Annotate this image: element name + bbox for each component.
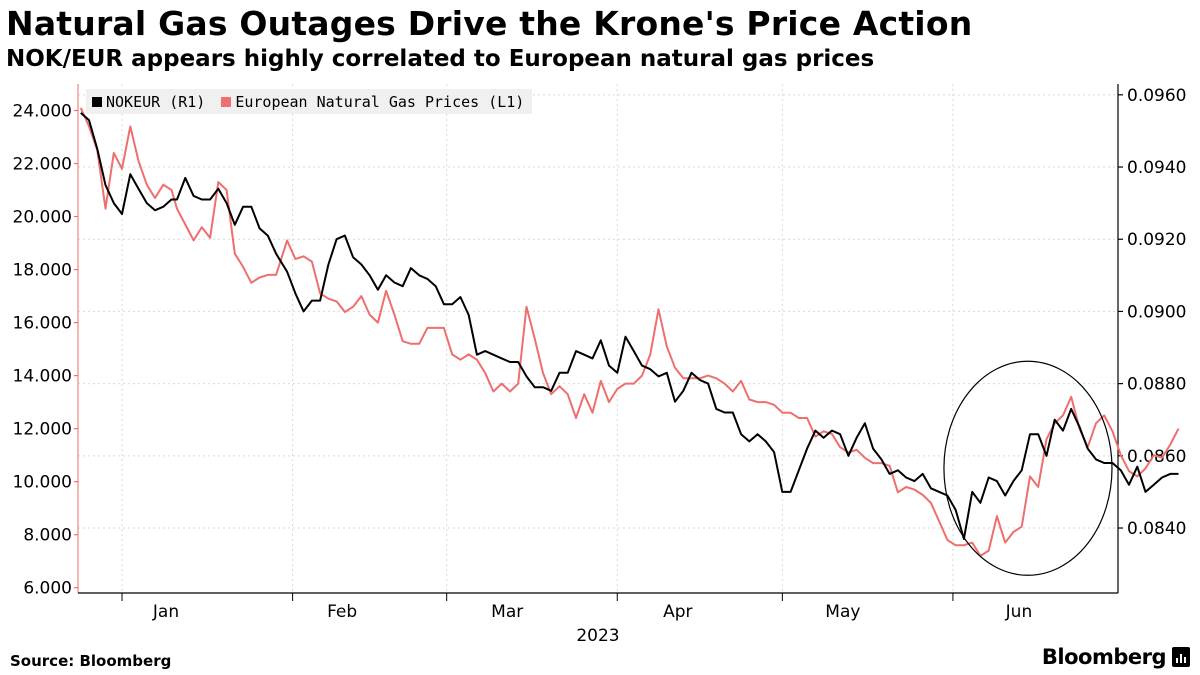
- left-tick-label: 14.000: [13, 367, 72, 387]
- x-tick-label: May: [825, 602, 860, 622]
- right-tick-label: 0.0900: [1127, 302, 1186, 322]
- series-line-nokeur: [80, 112, 1179, 540]
- chart-title: Natural Gas Outages Drive the Krone's Pr…: [6, 4, 973, 43]
- right-tick-label: 0.0880: [1127, 375, 1186, 395]
- left-tick-label: 18.000: [13, 261, 72, 281]
- legend-item-gas: European Natural Gas Prices (L1): [221, 93, 524, 111]
- left-tick-label: 24.000: [13, 102, 72, 122]
- grid: [78, 84, 1118, 593]
- terminal-icon: [1172, 647, 1190, 667]
- right-tick-label: 0.0940: [1127, 158, 1186, 178]
- legend: NOKEUR (R1) European Natural Gas Prices …: [86, 89, 533, 114]
- x-axis-label: 2023: [576, 626, 619, 646]
- x-tick-label: Jun: [1005, 602, 1033, 622]
- x-tick-label: Feb: [327, 602, 357, 622]
- left-tick-label: 22.000: [13, 155, 72, 175]
- source-note: Source: Bloomberg: [10, 652, 172, 670]
- legend-swatch-gas: [221, 96, 232, 107]
- brand-wordmark: Bloomberg: [1041, 645, 1167, 669]
- right-tick-label: 0.0840: [1127, 519, 1186, 539]
- annotation-ellipse: [943, 360, 1113, 576]
- annotations: [943, 360, 1113, 576]
- legend-label-nokeur: NOKEUR (R1): [106, 92, 206, 111]
- legend-item-nokeur: NOKEUR (R1): [92, 93, 205, 111]
- x-tick-label: Apr: [663, 602, 692, 622]
- x-tick-label: Jan: [152, 602, 179, 622]
- legend-swatch-nokeur: [92, 96, 102, 107]
- left-tick-label: 8.000: [23, 526, 72, 546]
- chart-subtitle: NOK/EUR appears highly correlated to Eur…: [6, 46, 875, 72]
- x-tick-label: Mar: [491, 602, 523, 622]
- left-tick-label: 10.000: [13, 473, 72, 493]
- legend-label-gas: European Natural Gas Prices (L1): [235, 92, 525, 111]
- series-line-gas: [79, 107, 1180, 557]
- right-tick-label: 0.0920: [1127, 230, 1186, 250]
- series: [79, 107, 1180, 557]
- left-tick-label: 12.000: [13, 420, 72, 440]
- left-tick-label: 6.000: [23, 579, 72, 599]
- left-tick-label: 20.000: [13, 208, 72, 228]
- left-tick-label: 16.000: [13, 314, 72, 334]
- brand-logo: Bloomberg: [1042, 645, 1190, 669]
- axes: 6.000 8.000 10.000 12.000 14.000 16.000 18.000…: [13, 84, 1186, 646]
- right-tick-label: 0.0960: [1127, 86, 1186, 106]
